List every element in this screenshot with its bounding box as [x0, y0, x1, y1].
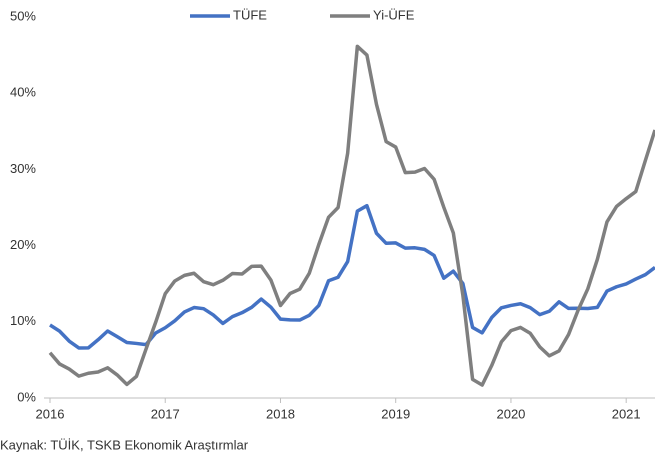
series-line — [49, 203, 655, 350]
x-tick-label: 2021 — [612, 406, 641, 421]
y-tick-label: 20% — [10, 237, 36, 252]
source-note: Kaynak: TÜİK, TSKB Ekonomik Araştırmlar — [0, 437, 249, 452]
y-tick-label: 40% — [10, 85, 36, 100]
y-tick-label: 30% — [10, 161, 36, 176]
x-tick-label: 2018 — [266, 406, 295, 421]
x-tick-label: 2016 — [36, 406, 65, 421]
x-tick-label: 2020 — [496, 406, 525, 421]
y-tick-label: 50% — [10, 8, 36, 23]
y-tick-label: 0% — [17, 389, 36, 404]
x-tick-label: 2017 — [151, 406, 180, 421]
series-line — [48, 44, 655, 387]
x-tick-label: 2019 — [381, 406, 410, 421]
legend-label: TÜFE — [233, 7, 267, 22]
legend-label: Yi-ÜFE — [373, 7, 415, 22]
y-tick-label: 10% — [10, 313, 36, 328]
